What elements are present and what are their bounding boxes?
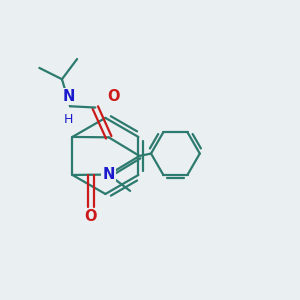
- Text: O: O: [107, 89, 120, 104]
- Text: O: O: [84, 209, 97, 224]
- Text: N: N: [103, 167, 115, 182]
- Text: H: H: [64, 113, 73, 126]
- Text: N: N: [62, 89, 75, 104]
